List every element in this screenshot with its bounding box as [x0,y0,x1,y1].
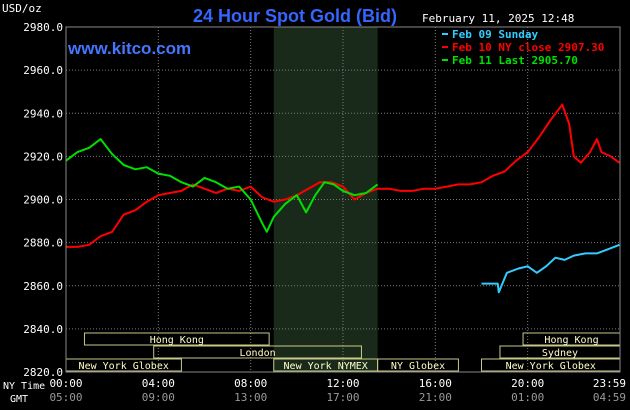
datetime-stamp: February 11, 2025 12:48 [422,12,574,25]
x-tick-label-gmt: 04:59 [593,391,626,404]
y-unit-label: USD/oz [2,2,42,15]
nymex-hours-shade [273,27,378,372]
x-tick-label-ny: 23:59 [593,377,626,390]
x-tick-label-gmt: 05:00 [49,391,82,404]
session-band: London [153,345,362,359]
session-band: New York NYMEX [273,358,379,372]
session-band: New York Globex [65,358,182,372]
series-line [65,138,379,233]
x-tick-label-ny: 16:00 [419,377,452,390]
legend-label: Feb 09 Sunday [452,28,538,41]
y-tick-label: 2900.0 [23,194,63,207]
x-tick-label-gmt: 09:00 [142,391,175,404]
legend-item: Feb 11 Last 2905.70 [442,54,578,67]
y-tick-label: 2920.0 [23,150,63,163]
x-tick-label-gmt: 21:00 [419,391,452,404]
x-tick-label-ny: 08:00 [234,377,267,390]
session-band: Hong Kong [83,332,270,346]
series-line [66,103,621,248]
series-line [481,243,620,294]
legend-label: Feb 10 NY close 2907.30 [452,41,604,54]
session-box [377,358,459,372]
y-tick-label: 2840.0 [23,323,63,336]
x-tick-label-gmt: 17:00 [326,391,359,404]
session-label: NY Globex [391,361,445,372]
y-tick-label: 2860.0 [23,280,63,293]
session-label: London [240,348,276,359]
x-tick-label-gmt: 13:00 [234,391,267,404]
session-label: Hong Kong [150,335,204,346]
session-label: New York Globex [79,361,169,372]
y-tick-label: 2880.0 [23,237,63,250]
session-label: New York Globex [506,361,596,372]
price-series [65,103,621,294]
legend-label: Feb 11 Last 2905.70 [452,54,578,67]
session-label: New York NYMEX [284,361,368,372]
y-tick-label: 2960.0 [23,64,63,77]
gmt-caption: GMT [10,394,28,405]
legend-item: Feb 09 Sunday [442,28,538,41]
chart-title: 24 Hour Spot Gold (Bid) [193,6,397,26]
trading-sessions: Hong Kong Hong Kong London Sydney New York G… [65,332,621,372]
session-box [153,345,362,359]
y-axis-ticks: 2980.0 2960.0 2940.0 2920.0 2900.0 2880.0 2860… [23,21,63,379]
x-tick-label-ny: 20:00 [511,377,544,390]
session-label: Hong Kong [544,335,598,346]
x-tick-label-ny: 00:00 [49,377,82,390]
session-band: NY Globex [377,358,459,372]
y-tick-label: 2820.0 [23,366,63,379]
x-tick-label-ny: 04:00 [142,377,175,390]
y-tick-label: 2940.0 [23,107,63,120]
ny-time-caption: NY Time [3,381,45,392]
session-box [83,332,270,346]
x-tick-label-gmt: 01:00 [511,391,544,404]
plot-frame [65,26,621,373]
legend-item: Feb 10 NY close 2907.30 [442,41,604,54]
x-tick-label-ny: 12:00 [326,377,359,390]
session-label: Sydney [542,348,578,359]
y-tick-label: 2980.0 [23,21,63,34]
brand-logo-text[interactable]: www.kitco.com [67,39,191,58]
